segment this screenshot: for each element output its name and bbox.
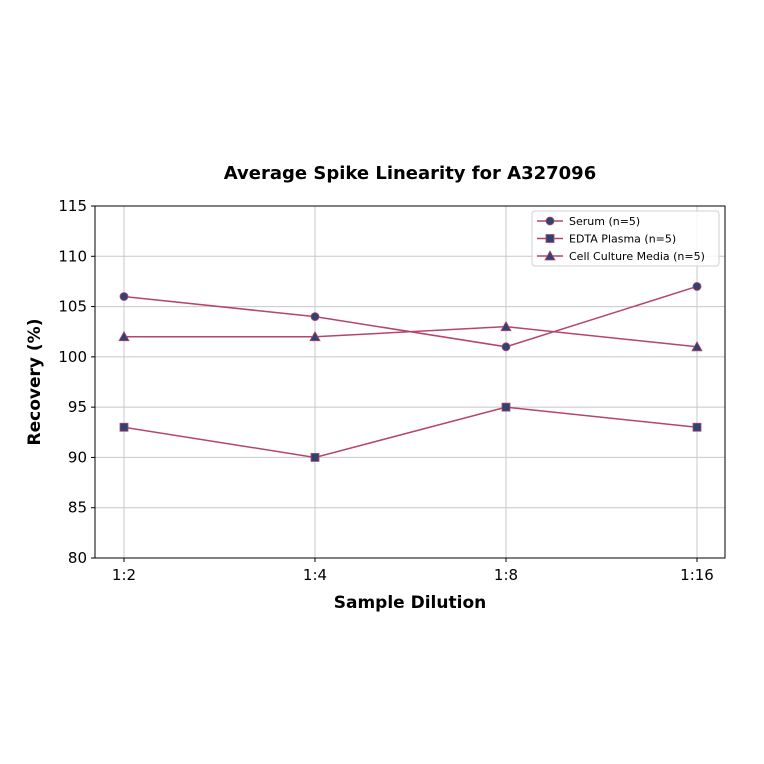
series-square bbox=[119, 402, 702, 462]
legend-marker-triangle-icon bbox=[544, 250, 556, 261]
series-layer bbox=[118, 282, 703, 462]
series-triangle bbox=[118, 320, 703, 352]
legend-box bbox=[531, 210, 720, 267]
chart-title: Average Spike Linearity for A327096 bbox=[224, 163, 596, 184]
x-axis-label: Sample Dilution bbox=[334, 593, 486, 613]
data-point-square bbox=[119, 422, 129, 432]
y-tick-label: 100 bbox=[58, 348, 87, 366]
series-circle bbox=[119, 282, 702, 352]
data-point-circle bbox=[501, 342, 511, 352]
legend-item: Cell Culture Media (n=5) bbox=[537, 250, 705, 263]
data-point-triangle bbox=[691, 340, 703, 352]
y-tick-label: 85 bbox=[68, 499, 87, 517]
y-axis-ticks: 80 85 90 95 100 105 110 115 bbox=[58, 197, 95, 567]
legend-marker-square-icon bbox=[545, 234, 555, 243]
data-point-square bbox=[501, 402, 511, 412]
y-tick-label: 95 bbox=[68, 398, 87, 416]
legend: Serum (n=5) EDTA Plasma (n=5) Cell Culture… bbox=[531, 210, 720, 267]
legend-label: EDTA Plasma (n=5) bbox=[569, 233, 676, 246]
series-line bbox=[124, 325, 698, 348]
data-point-square bbox=[310, 453, 320, 462]
x-tick-label: 1:16 bbox=[680, 566, 714, 584]
plot-frame bbox=[94, 205, 726, 559]
data-point-square bbox=[692, 422, 702, 432]
x-tick-label: 1:2 bbox=[112, 566, 136, 584]
legend-label: Serum (n=5) bbox=[569, 215, 640, 228]
legend-item: Serum (n=5) bbox=[537, 215, 640, 228]
data-point-circle bbox=[310, 312, 320, 322]
data-point-triangle bbox=[309, 330, 321, 342]
x-axis-ticks: 1:2 1:4 1:8 1:16 bbox=[112, 558, 714, 584]
legend-item: EDTA Plasma (n=5) bbox=[537, 233, 676, 246]
y-tick-label: 90 bbox=[68, 448, 87, 466]
data-point-triangle bbox=[118, 330, 130, 342]
y-tick-label: 80 bbox=[68, 549, 87, 567]
x-tick-label: 1:4 bbox=[303, 566, 327, 584]
data-point-circle bbox=[119, 292, 129, 301]
data-point-circle bbox=[692, 282, 702, 291]
legend-marker-circle-icon bbox=[545, 216, 555, 226]
y-tick-label: 105 bbox=[58, 298, 87, 316]
x-tick-label: 1:8 bbox=[494, 566, 518, 584]
series-line bbox=[123, 406, 698, 459]
y-axis-label: Recovery (%) bbox=[25, 319, 45, 446]
legend-label: Cell Culture Media (n=5) bbox=[569, 250, 705, 263]
data-point-triangle bbox=[500, 320, 512, 332]
y-tick-label: 110 bbox=[58, 247, 87, 265]
y-tick-label: 115 bbox=[58, 197, 87, 215]
